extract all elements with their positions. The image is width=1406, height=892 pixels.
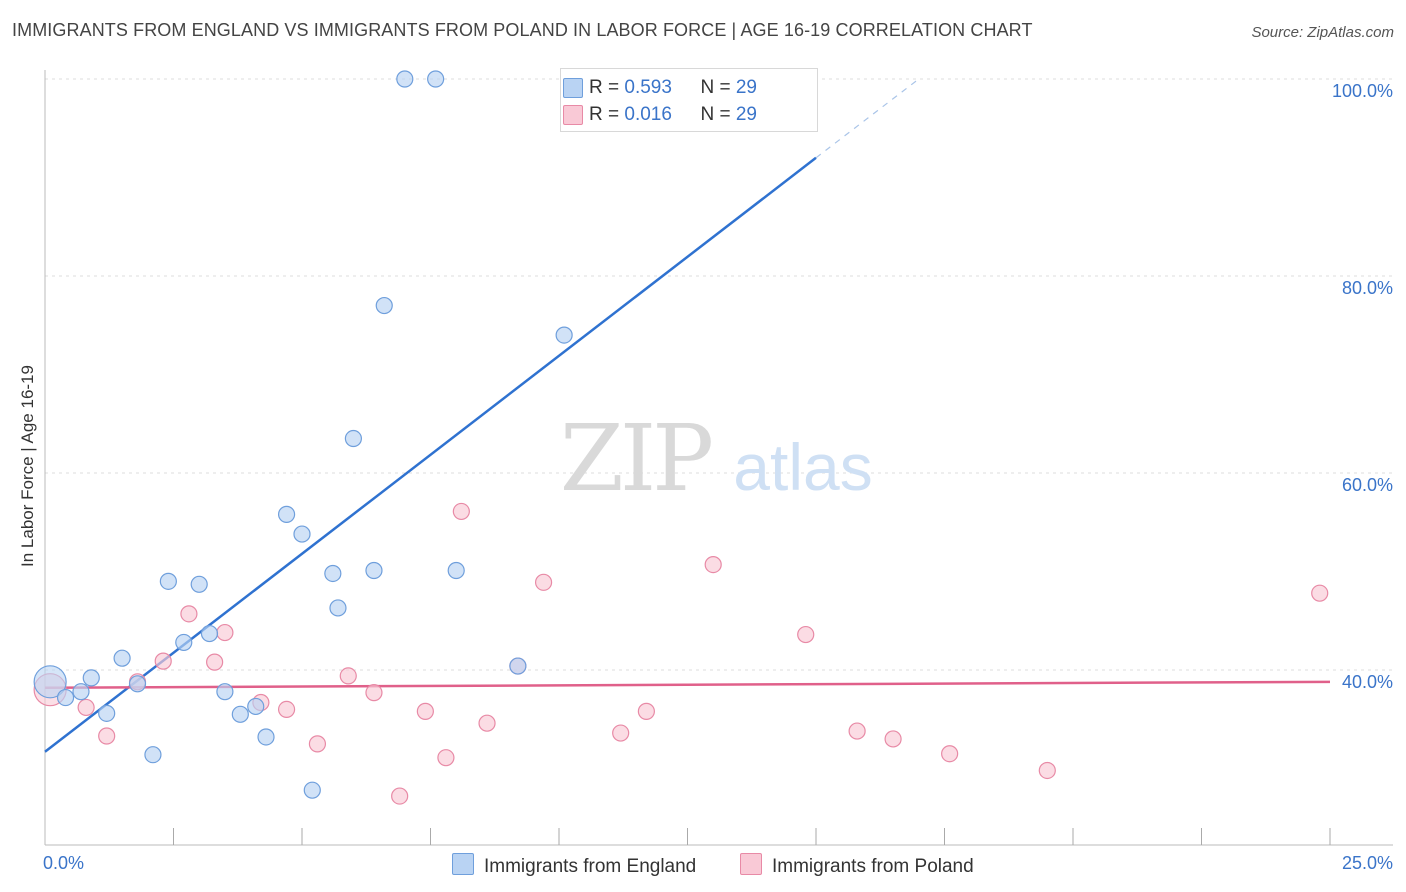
legend-item-england: Immigrants from England [452, 853, 696, 878]
poland-point [98, 727, 116, 745]
england-swatch [563, 78, 583, 98]
poland-point [77, 698, 95, 717]
y-axis-label: In Labor Force | Age 16-19 [18, 365, 37, 567]
poland-point [534, 573, 553, 591]
england-point [257, 728, 275, 746]
england-point [396, 70, 414, 88]
poland-point [848, 722, 866, 740]
england-point [33, 665, 67, 699]
england-point [175, 633, 193, 652]
england-point [427, 70, 445, 88]
england-point [375, 296, 393, 315]
england-point [303, 781, 321, 799]
y-tick-label: 100.0% [1332, 81, 1393, 101]
axes [44, 70, 1393, 846]
england-point [72, 683, 90, 701]
england-point [144, 746, 162, 764]
n-label: N = [700, 104, 736, 125]
y-tick-label: 60.0% [1342, 475, 1393, 495]
england-point [277, 505, 296, 523]
england-point [200, 624, 219, 643]
england-point [344, 429, 362, 448]
england-point [247, 697, 265, 716]
poland-point [416, 702, 434, 720]
r-label: R = [589, 77, 625, 98]
england-point [98, 704, 116, 722]
england-point [56, 688, 75, 707]
poland-point [339, 667, 357, 685]
poland-point [452, 502, 470, 521]
england-trend-line [44, 156, 817, 753]
england-point [231, 705, 249, 723]
poland-point [1038, 761, 1056, 780]
poland-point [216, 623, 234, 642]
poland-point [391, 787, 409, 805]
poland-legend-swatch [740, 853, 762, 875]
england-point [447, 561, 465, 580]
x-tick-label: 25.0% [1342, 853, 1393, 873]
poland-point [941, 745, 959, 763]
poland-point [154, 652, 172, 670]
england-point [324, 564, 342, 583]
england-point [555, 326, 573, 344]
poland-point [704, 556, 722, 574]
legend-row-england: R = 0.593 N = 29 [563, 77, 757, 98]
poland-point [637, 702, 655, 720]
n-value: 29 [735, 77, 757, 98]
poland-trend-line [44, 680, 1331, 689]
england-point [365, 561, 383, 580]
poland-point [180, 605, 198, 623]
poland-point [1311, 584, 1329, 602]
x-tick-label: 0.0% [43, 853, 84, 873]
england-point [509, 657, 527, 675]
legend-item-poland: Immigrants from Poland [740, 853, 974, 878]
chart-title: IMMIGRANTS FROM ENGLAND VS IMMIGRANTS FR… [12, 20, 1033, 40]
england-point [329, 599, 347, 617]
england-point [216, 683, 234, 701]
poland-point [365, 684, 383, 702]
r-value: 0.016 [624, 104, 672, 125]
r-label: R = [589, 104, 625, 125]
r-value: 0.593 [624, 77, 672, 98]
england-legend-label: Immigrants from England [484, 856, 697, 877]
england-legend-swatch [452, 853, 474, 875]
y-tick-label: 80.0% [1342, 278, 1393, 298]
grid-lines [45, 78, 1393, 671]
y-tick-label: 40.0% [1342, 672, 1393, 692]
england-point [159, 572, 177, 590]
england-point [82, 669, 100, 687]
poland-point [478, 714, 496, 732]
poland-point [797, 625, 815, 644]
poland-point [308, 735, 327, 753]
correlation-legend: R = 0.593 N = 29 R = 0.016 N = 29 [560, 68, 818, 132]
poland-point [206, 653, 224, 671]
england-point [128, 675, 147, 693]
england-point [190, 575, 208, 593]
poland-legend-label: Immigrants from Poland [772, 856, 974, 877]
data-points [33, 70, 1329, 805]
poland-swatch [563, 105, 583, 125]
england-point [113, 649, 131, 667]
watermark-zip: ZIP [560, 405, 711, 512]
england-trend-extension [815, 78, 920, 159]
source-label: Source: ZipAtlas.com [1251, 24, 1394, 41]
england-point [293, 525, 311, 543]
tick-labels: 40.0% 60.0% 80.0% 100.0% 0.0% 25.0% [43, 81, 1393, 873]
poland-point [437, 749, 455, 767]
poland-point [612, 724, 630, 742]
legend-row-poland: R = 0.016 N = 29 [563, 104, 757, 125]
n-label: N = [700, 77, 736, 98]
poland-point [277, 700, 296, 719]
n-value: 29 [735, 104, 757, 125]
watermark-atlas: atlas [733, 430, 872, 504]
trend-lines [44, 78, 1331, 753]
poland-point [884, 730, 902, 748]
